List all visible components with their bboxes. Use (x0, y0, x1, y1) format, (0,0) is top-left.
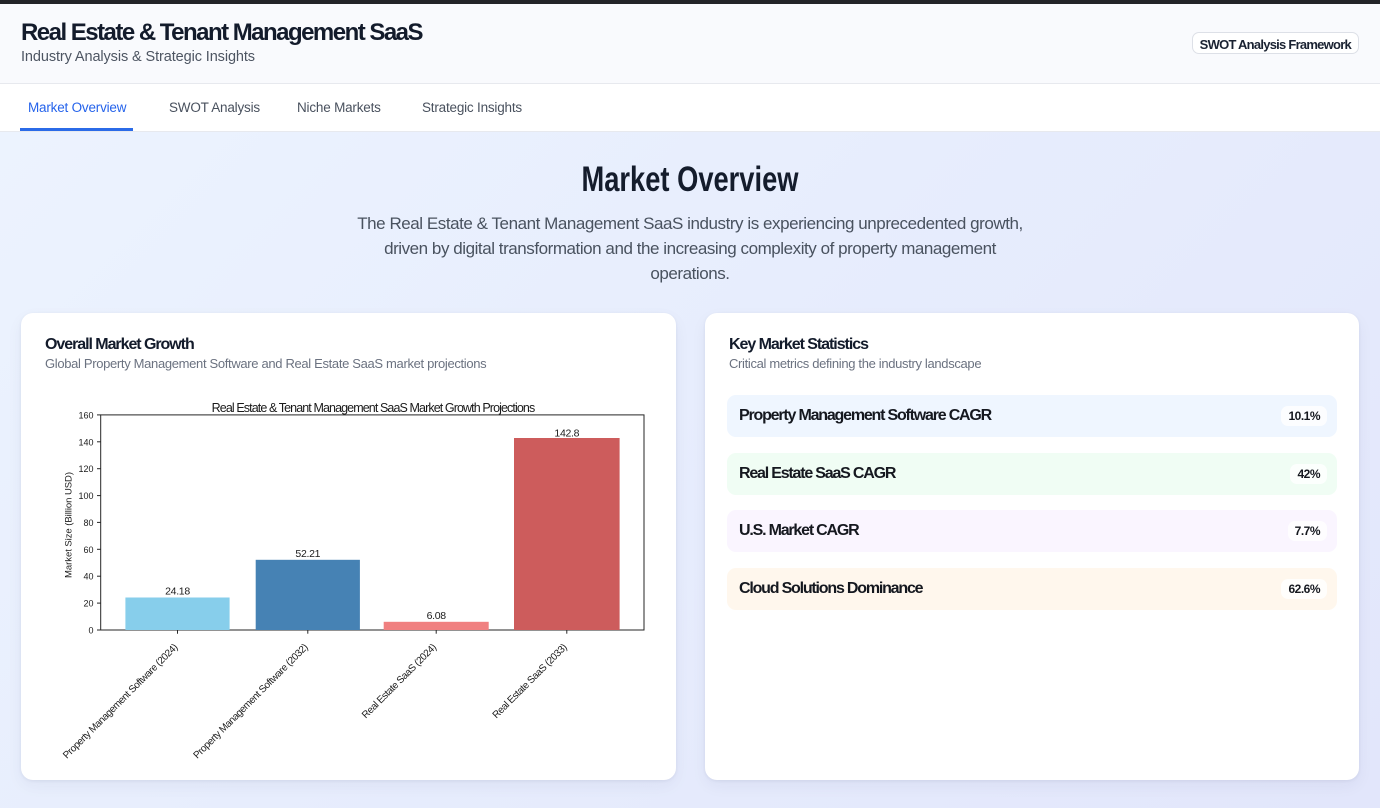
svg-text:60: 60 (83, 545, 93, 555)
svg-text:6.08: 6.08 (427, 610, 447, 622)
svg-text:160: 160 (78, 410, 93, 420)
svg-text:140: 140 (78, 437, 93, 447)
svg-text:0: 0 (88, 626, 93, 636)
svg-text:120: 120 (78, 464, 93, 474)
svg-text:142.8: 142.8 (554, 427, 579, 439)
svg-text:24.18: 24.18 (165, 586, 190, 598)
svg-text:40: 40 (83, 572, 93, 582)
svg-text:Property Management Software (: Property Management Software (2032) (192, 642, 311, 761)
svg-text:20: 20 (83, 599, 93, 609)
svg-text:Market Size (Billion USD): Market Size (Billion USD) (64, 472, 75, 578)
svg-text:52.21: 52.21 (295, 548, 320, 560)
svg-text:Property Management Software (: Property Management Software (2024) (61, 642, 180, 761)
svg-text:Real Estate SaaS (2033): Real Estate SaaS (2033) (491, 642, 570, 721)
svg-text:Real Estate SaaS (2024): Real Estate SaaS (2024) (360, 642, 439, 721)
svg-text:100: 100 (78, 491, 93, 501)
svg-text:Real Estate & Tenant Managemen: Real Estate & Tenant Management SaaS Mar… (212, 401, 535, 415)
svg-text:80: 80 (83, 518, 93, 528)
